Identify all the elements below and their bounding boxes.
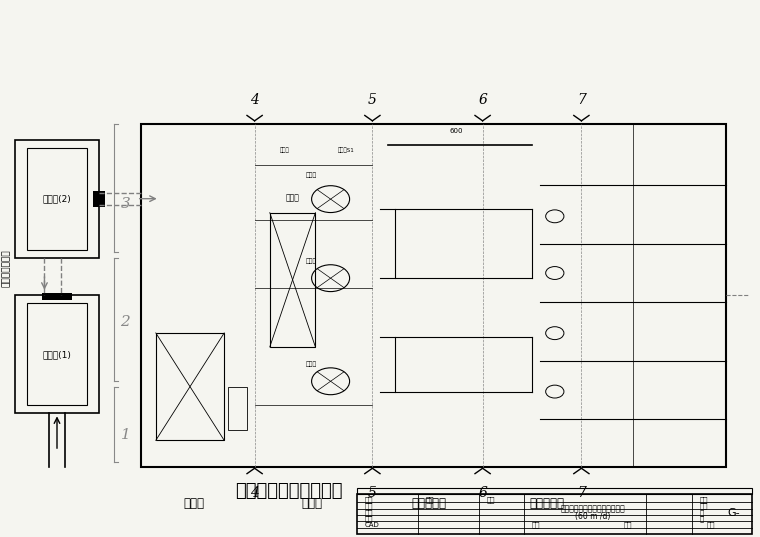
Text: 日期: 日期 <box>486 496 495 503</box>
Text: 制者: 制者 <box>365 496 373 503</box>
Bar <box>141 124 726 467</box>
Text: 鼓风机S1: 鼓风机S1 <box>337 148 354 153</box>
Bar <box>15 295 99 413</box>
Text: 污泥脱水池: 污泥脱水池 <box>530 497 565 510</box>
Text: 比例: 比例 <box>623 522 632 528</box>
Bar <box>156 333 224 440</box>
Text: 5: 5 <box>368 486 377 500</box>
Text: 某高尔夫球场污水处理站平面图: 某高尔夫球场污水处理站平面图 <box>560 505 625 513</box>
Bar <box>357 488 752 494</box>
Text: 姓名: 姓名 <box>426 496 434 503</box>
Text: 图纸: 图纸 <box>699 503 708 509</box>
Bar <box>27 148 87 250</box>
Text: 号: 号 <box>699 516 704 522</box>
Bar <box>27 303 87 405</box>
Text: 调节池: 调节池 <box>183 497 204 510</box>
Bar <box>15 140 99 258</box>
Text: 格栅机(2): 格栅机(2) <box>43 194 71 203</box>
Text: 污水泵: 污水泵 <box>306 258 317 264</box>
Text: 鼓风机: 鼓风机 <box>306 172 317 178</box>
Bar <box>228 387 247 430</box>
Text: (60 m /d): (60 m /d) <box>575 512 610 521</box>
Text: 专项: 专项 <box>699 496 708 503</box>
Text: 图号: 图号 <box>707 522 715 528</box>
Text: 3: 3 <box>121 197 130 211</box>
Text: 5: 5 <box>368 93 377 107</box>
Text: 图: 图 <box>699 509 704 516</box>
Text: 设备间: 设备间 <box>301 497 322 510</box>
Bar <box>270 213 315 347</box>
Text: 校对: 校对 <box>365 509 373 516</box>
Text: 设备及管线平面布置图: 设备及管线平面布置图 <box>235 482 343 500</box>
Text: 鼓风机: 鼓风机 <box>286 193 299 202</box>
Text: 6: 6 <box>478 93 487 107</box>
Text: 审核: 审核 <box>365 516 373 522</box>
Text: 专业: 专业 <box>532 522 540 528</box>
Text: 鼓风机: 鼓风机 <box>280 148 290 153</box>
Text: 600: 600 <box>449 128 463 134</box>
Bar <box>357 494 752 534</box>
Text: 4: 4 <box>250 486 259 500</box>
Text: 6: 6 <box>478 486 487 500</box>
Text: 2: 2 <box>121 315 130 329</box>
Text: 7: 7 <box>577 93 586 107</box>
Text: 设计: 设计 <box>365 503 373 509</box>
Text: 7: 7 <box>577 486 586 500</box>
Text: 4: 4 <box>250 93 259 107</box>
Bar <box>93 191 105 207</box>
Text: 来自化粪池污水: 来自化粪池污水 <box>2 250 11 287</box>
Bar <box>42 293 72 300</box>
Text: 污泥泵: 污泥泵 <box>306 361 317 367</box>
Text: G-: G- <box>727 508 739 518</box>
Text: 调节泵(1): 调节泵(1) <box>43 350 71 359</box>
Text: 接触氧化池: 接触氧化池 <box>412 497 447 510</box>
Text: 1: 1 <box>121 428 130 442</box>
Text: CAD: CAD <box>365 522 379 528</box>
